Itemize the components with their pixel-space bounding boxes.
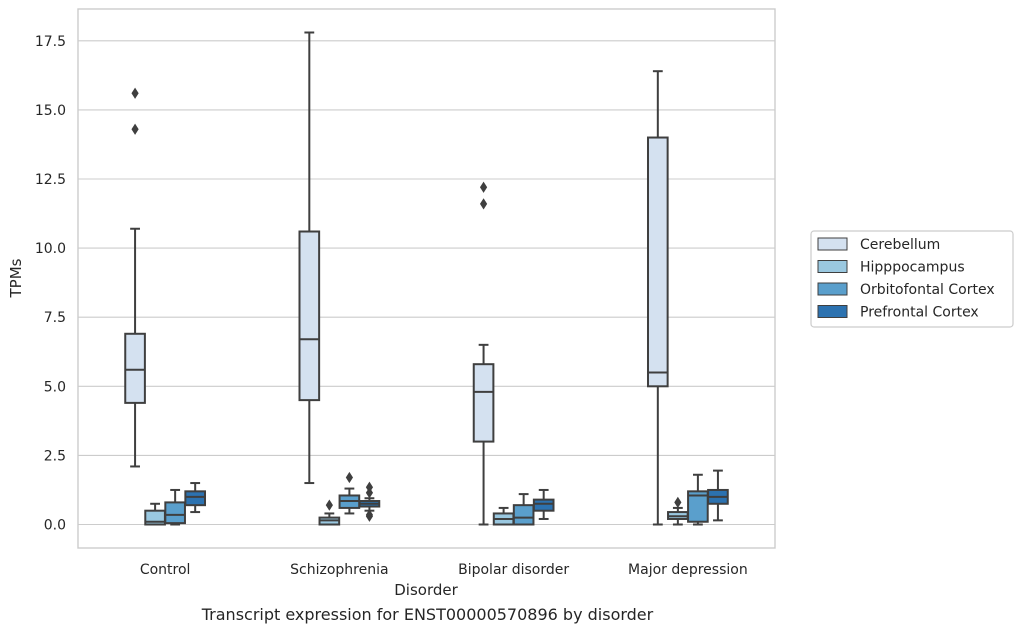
box-hipppocampus	[144, 502, 166, 526]
legend-label: Cerebellum	[860, 237, 940, 253]
box-iqr	[532, 498, 555, 512]
legend-label: Hipppocampus	[860, 260, 965, 276]
outlier-point	[479, 181, 488, 193]
box-prefrontal-cortex	[532, 488, 555, 520]
y-tick-label: 2.5	[44, 448, 66, 464]
box-iqr	[298, 230, 321, 402]
boxes	[124, 31, 729, 526]
box-cerebellum	[472, 181, 495, 526]
legend-label: Prefrontal Cortex	[860, 305, 979, 321]
y-tick-label: 0.0	[44, 518, 66, 534]
box-orbitofontal-cortex	[164, 488, 186, 526]
outlier-point	[131, 87, 139, 99]
outlier-point	[325, 499, 333, 511]
chart-caption: Transcript expression for ENST0000057089…	[201, 605, 654, 624]
box-prefrontal-cortex	[358, 481, 381, 522]
y-tick-label: 17.5	[35, 34, 66, 50]
y-tick-label: 15.0	[35, 103, 66, 119]
axes: 0.0 2.5 5.0 7.5 10.0 12.5 15.0 17.5 Control Schiz…	[35, 8, 776, 578]
box-iqr	[164, 501, 186, 525]
y-axis-label: TPMs	[7, 258, 25, 298]
box-cerebellum	[124, 87, 146, 468]
box-hipppocampus	[318, 499, 341, 526]
legend-swatch	[817, 305, 848, 318]
box-iqr	[472, 363, 495, 443]
x-tick-label: Bipolar disorder	[458, 562, 569, 578]
outlier-point	[345, 471, 353, 484]
outlier-point	[365, 509, 374, 521]
x-tick-label: Schizophrenia	[290, 562, 388, 578]
legend-label: Orbitofontal Cortex	[860, 282, 995, 298]
box-cerebellum	[646, 70, 669, 526]
box-hipppocampus	[492, 506, 515, 526]
legend-frame	[810, 230, 1014, 328]
x-tick-label: Major depression	[628, 562, 748, 578]
box-iqr	[124, 332, 146, 404]
plot-frame	[77, 8, 776, 549]
y-tick-label: 10.0	[35, 241, 66, 257]
box-hipppocampus	[667, 496, 689, 526]
legend-swatch	[817, 282, 848, 296]
box-prefrontal-cortex	[707, 469, 729, 522]
box-iqr	[646, 136, 669, 388]
legend-swatch	[817, 237, 848, 251]
gridlines	[78, 40, 775, 526]
box-iqr	[687, 490, 709, 523]
box-orbitofontal-cortex	[512, 493, 535, 526]
box-iqr	[184, 490, 207, 507]
outlier-point	[479, 198, 488, 210]
y-tick-label: 7.5	[44, 310, 66, 326]
legend-swatch	[817, 260, 848, 273]
box-cerebellum	[298, 31, 321, 485]
x-axis-label: Disorder	[394, 581, 458, 599]
box-iqr	[512, 504, 535, 526]
outlier-point	[131, 123, 139, 135]
legend: Cerebellum Hipppocampus Orbitofontal Corte…	[810, 230, 1014, 328]
box-orbitofontal-cortex	[687, 473, 709, 526]
x-tick-label: Control	[140, 562, 191, 578]
outlier-point	[674, 496, 682, 509]
y-tick-label: 12.5	[35, 172, 66, 188]
box-prefrontal-cortex	[184, 482, 207, 514]
outlier-point	[365, 481, 374, 493]
y-tick-label: 5.0	[44, 379, 66, 395]
box-orbitofontal-cortex	[338, 471, 361, 515]
